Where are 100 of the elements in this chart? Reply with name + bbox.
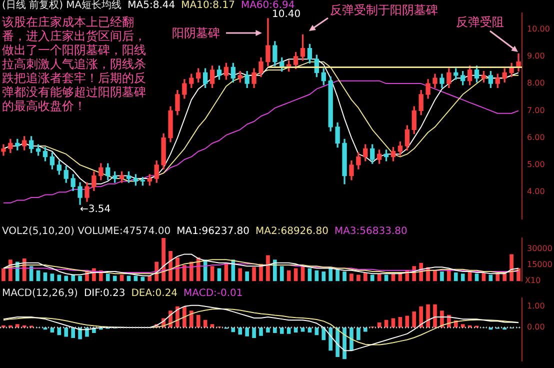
bar bbox=[168, 250, 172, 282]
bar bbox=[384, 274, 388, 282]
bar bbox=[356, 274, 360, 282]
bar bbox=[280, 266, 284, 282]
y-tick-label: 9.00 bbox=[527, 51, 545, 60]
bar bbox=[336, 327, 340, 357]
bar bbox=[433, 304, 437, 328]
bar bbox=[238, 268, 242, 282]
bar bbox=[71, 274, 75, 282]
bar bbox=[322, 327, 326, 340]
bar bbox=[245, 327, 249, 336]
chart-title: (日线 前复权) MA短长均线 bbox=[2, 0, 122, 11]
bar bbox=[57, 327, 62, 336]
bar bbox=[294, 268, 298, 282]
bar bbox=[280, 327, 284, 334]
bar bbox=[50, 274, 54, 282]
bar bbox=[308, 268, 312, 282]
bar bbox=[286, 270, 291, 282]
bar bbox=[245, 271, 249, 282]
annotation: 10.40 bbox=[272, 9, 301, 20]
y-tick-label: 1.00 bbox=[527, 302, 545, 311]
bar bbox=[196, 314, 200, 328]
bar bbox=[2, 268, 6, 282]
bar bbox=[440, 271, 444, 282]
bar bbox=[252, 267, 256, 282]
bar bbox=[474, 274, 479, 282]
annotation: ←3.54 bbox=[80, 204, 111, 215]
bar bbox=[370, 274, 374, 282]
y-tick-label: 15000 bbox=[527, 260, 552, 270]
chart-title: VOL2(5,10,20) VOLUME:47574.00 bbox=[2, 226, 171, 237]
bar bbox=[57, 274, 62, 282]
bar bbox=[460, 324, 465, 328]
bar bbox=[488, 274, 493, 282]
series-label: MA1:96237.80 bbox=[176, 226, 250, 237]
y-tick-label: 30000 bbox=[527, 244, 552, 253]
bar bbox=[328, 327, 333, 351]
bar bbox=[419, 306, 423, 328]
bar bbox=[412, 311, 416, 328]
bar bbox=[112, 276, 117, 282]
bar bbox=[286, 327, 291, 334]
y-tick-label: 10.00 bbox=[527, 24, 550, 34]
bar bbox=[64, 327, 68, 337]
y-tick-label: 4.00 bbox=[527, 187, 545, 196]
bar bbox=[217, 268, 222, 282]
text: MA10:8.17 bbox=[181, 0, 235, 11]
bar bbox=[238, 327, 242, 335]
bar bbox=[266, 327, 270, 333]
bar bbox=[162, 238, 166, 282]
series-label: DEA:0.24 bbox=[131, 288, 178, 299]
bar bbox=[64, 276, 68, 282]
bar bbox=[496, 274, 500, 282]
y-tick-label: 5.00 bbox=[527, 160, 545, 170]
bar bbox=[510, 254, 514, 282]
bar bbox=[342, 271, 346, 282]
y-tick-label: 7.00 bbox=[527, 106, 545, 115]
bar bbox=[210, 266, 214, 282]
bar bbox=[356, 327, 360, 340]
annotation: 该股在庄家成本上已经翻番，进入庄家出货区间后，做出了一个阳阴墓碑，阳线拉高刺激人气追涨，阴线杀跌把追涨者套牢！后期的反弹都没有能够超过阳阴墓碑的最高收盘价！ bbox=[2, 15, 147, 113]
bar bbox=[71, 327, 75, 338]
bar bbox=[391, 318, 396, 328]
bar bbox=[454, 272, 458, 282]
bar bbox=[433, 270, 437, 282]
bar bbox=[350, 274, 354, 282]
bar bbox=[120, 274, 124, 282]
bar bbox=[405, 316, 410, 328]
text: MA5:8.44 bbox=[128, 0, 176, 11]
bar bbox=[342, 327, 346, 360]
bar bbox=[252, 327, 256, 338]
y-tick-label: 0.00 bbox=[527, 322, 545, 332]
bar bbox=[350, 327, 354, 351]
text: MA60:6.94 bbox=[240, 0, 295, 11]
bar bbox=[43, 272, 48, 282]
annotation: 反弹受制于阳阴墓碑 bbox=[330, 3, 438, 17]
y-tick-label: 8.00 bbox=[527, 78, 545, 88]
bar bbox=[176, 257, 180, 282]
bar bbox=[106, 274, 110, 282]
bar bbox=[363, 272, 368, 282]
bar bbox=[426, 304, 430, 328]
bar bbox=[322, 271, 326, 282]
text: MA2:68926.80 bbox=[256, 226, 328, 237]
bar bbox=[336, 269, 340, 282]
annotation: 反弹受阻 bbox=[456, 15, 504, 29]
bar bbox=[273, 327, 277, 333]
chart-title: MACD(12,26,9) bbox=[2, 288, 78, 299]
bar bbox=[231, 327, 236, 332]
y-tick-label: 6.00 bbox=[527, 132, 545, 142]
bar bbox=[266, 255, 270, 282]
bar bbox=[460, 274, 465, 282]
bar bbox=[259, 327, 263, 336]
annotation: MACD:-0.01 bbox=[184, 288, 243, 299]
text: X10 bbox=[525, 276, 541, 285]
bar bbox=[502, 327, 507, 330]
text: DIF:0.23 bbox=[84, 288, 126, 299]
bar bbox=[189, 310, 194, 328]
annotation: 阳阴墓碑 bbox=[172, 26, 220, 40]
bar bbox=[78, 276, 82, 282]
bar bbox=[363, 327, 368, 332]
bar bbox=[182, 265, 186, 282]
bar bbox=[148, 276, 152, 282]
text: MA3:56833.80 bbox=[334, 226, 408, 237]
